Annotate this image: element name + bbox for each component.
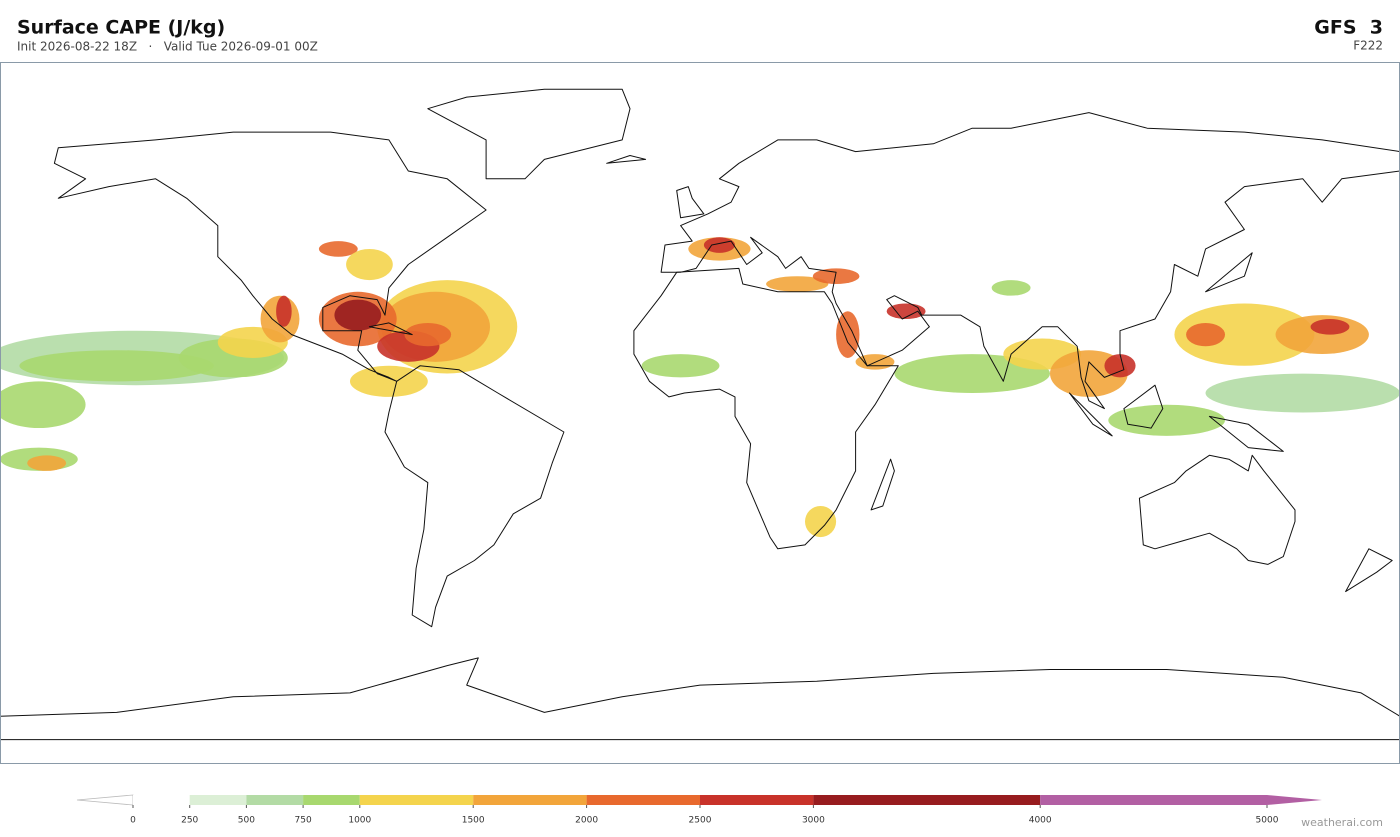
cape-area (334, 299, 382, 331)
cape-area (404, 322, 452, 347)
colorbar-segment (1040, 795, 1267, 805)
colorbar-segment (303, 795, 360, 805)
map (0, 88, 1400, 741)
coastline (0, 657, 1400, 741)
colorbar-tick-label: 5000 (1256, 816, 1279, 826)
colorbar-segment (246, 795, 304, 805)
cape-area (1186, 322, 1226, 347)
cape-area (991, 280, 1031, 296)
forecast-hour: F222 (1353, 39, 1383, 53)
cape-area (1108, 404, 1226, 436)
colorbar-tick-label: 4000 (1029, 816, 1052, 826)
coastline (427, 88, 631, 180)
colorbar-segment (813, 795, 1041, 805)
cape-area (27, 455, 67, 471)
cape-area (812, 268, 860, 284)
colorbar-segment (359, 795, 474, 805)
colorbar-tick-label: 0 (130, 816, 136, 826)
coastline (676, 186, 705, 219)
colorbar-tick-label: 250 (181, 816, 198, 826)
coastline (660, 112, 1400, 410)
colorbar-segment (586, 795, 700, 805)
coastline (1205, 252, 1253, 293)
coastline (870, 458, 895, 511)
cape-area (641, 354, 720, 378)
cape-area (766, 276, 829, 292)
cape-area (1104, 354, 1136, 378)
cape-area (1310, 319, 1350, 335)
coastline (606, 155, 647, 164)
title: Surface CAPE (J/kg) (17, 17, 225, 39)
cape-area (349, 365, 428, 397)
colorbar-segment (700, 795, 814, 805)
colorbar-tick-label: 750 (295, 816, 312, 826)
colorbar: 0 250 500 750 1000 1500 2000 2500 3000 4000 5000 (76, 794, 1322, 826)
cape-area (0, 381, 86, 429)
cape-area (318, 241, 358, 257)
cape-area (886, 303, 926, 320)
cape-area (346, 248, 393, 281)
colorbar-tick-label: 2000 (575, 816, 598, 826)
colorbar-tick-label: 1500 (462, 816, 485, 826)
cape-area (1205, 373, 1400, 413)
coastline (1138, 454, 1296, 565)
colorbar-tick-label: 1000 (348, 816, 371, 826)
cape-area (836, 311, 860, 358)
cape-area (19, 350, 214, 382)
colorbar-segment (189, 795, 247, 805)
credit: weatherai.com (1301, 816, 1383, 829)
cape-area (804, 505, 837, 538)
colorbar-over (1267, 795, 1322, 805)
coastline (1345, 548, 1393, 593)
coastline (53, 131, 487, 382)
coastline (384, 365, 565, 628)
colorbar-tick-label: 2500 (689, 816, 712, 826)
coastline (1123, 384, 1164, 429)
colorbar-segment (473, 795, 587, 805)
model-name: GFS 3 (1314, 17, 1383, 39)
colorbar-segment (133, 795, 190, 805)
coastline (368, 322, 413, 336)
colorbar-tick-label: 500 (238, 816, 255, 826)
coastline (633, 267, 899, 550)
coastline (1068, 392, 1113, 437)
cape-area (276, 295, 292, 327)
colorbar-under (76, 794, 134, 806)
subtitle: Init 2026-08-22 18Z · Valid Tue 2026-09-… (17, 40, 318, 54)
colorbar-tick-label: 3000 (802, 816, 825, 826)
cape-area (894, 354, 1051, 394)
cape-area (1174, 303, 1315, 366)
coastline (1208, 415, 1284, 452)
cape-area (703, 237, 736, 253)
